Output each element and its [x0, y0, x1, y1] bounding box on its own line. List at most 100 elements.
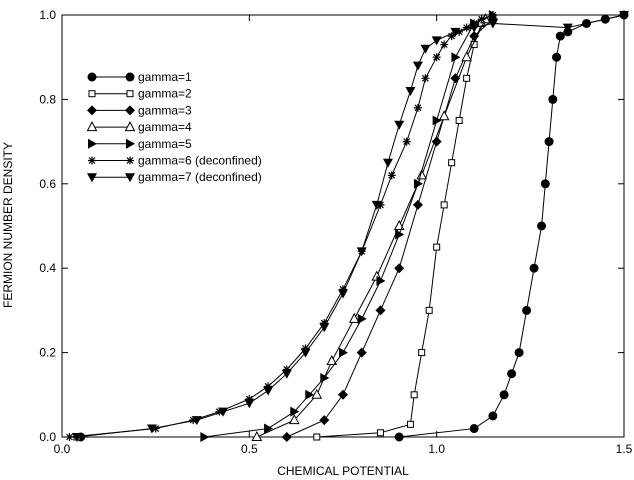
legend-entry: gamma=6 (deconfined)	[88, 154, 262, 168]
data-point	[339, 285, 347, 294]
data-point	[376, 429, 384, 437]
data-point	[151, 424, 160, 433]
data-point	[319, 415, 330, 426]
data-point	[395, 229, 405, 240]
data-point	[281, 369, 292, 379]
data-point	[339, 347, 348, 358]
data-point	[431, 36, 442, 46]
data-point	[488, 11, 497, 19]
data-point	[394, 120, 405, 130]
data-point	[146, 424, 157, 434]
y-tick-label: 0.2	[39, 346, 56, 360]
data-point	[305, 389, 315, 400]
data-point	[215, 407, 224, 416]
data-point	[189, 416, 198, 425]
legend-label: gamma=1	[138, 70, 192, 84]
data-point	[477, 15, 486, 24]
x-axis-label: CHEMICAL POTENTIAL	[277, 464, 409, 478]
legend-marker	[87, 173, 97, 183]
legend-marker	[86, 121, 98, 132]
data-point	[421, 74, 430, 83]
data-point	[488, 411, 498, 421]
data-point	[300, 348, 311, 358]
data-point	[65, 433, 74, 441]
data-point	[394, 263, 405, 274]
y-axis-label: FERMION NUMBER DENSITY	[1, 142, 15, 308]
data-point	[487, 19, 498, 29]
data-point	[311, 388, 323, 399]
legend-marker	[87, 105, 97, 116]
data-point	[405, 86, 416, 96]
data-point	[552, 52, 562, 62]
data-point	[455, 27, 464, 36]
data-point	[548, 94, 558, 104]
data-point	[537, 221, 547, 231]
legend-entry: gamma=1	[87, 70, 192, 84]
data-point	[320, 372, 330, 383]
data-point	[406, 420, 414, 428]
y-tick-label: 1.0	[39, 8, 56, 22]
legend-marker	[126, 90, 134, 98]
data-point	[264, 423, 274, 434]
data-point	[544, 137, 554, 147]
data-point	[431, 136, 442, 147]
data-point	[529, 263, 539, 273]
y-tick-label: 0.0	[39, 430, 56, 444]
data-point	[514, 348, 524, 358]
axis-ticks: 0.0 0.5 1.0 1.5 0.0 0.2 0.4 0.6 0.8 1.0	[39, 8, 632, 456]
data-point	[281, 432, 292, 442]
data-point	[522, 305, 532, 315]
series-line	[286, 18, 494, 438]
legend-entry: gamma=7 (deconfined)	[87, 170, 262, 184]
y-tick-label: 0.6	[39, 177, 56, 191]
data-point	[440, 201, 448, 209]
data-point	[413, 178, 423, 189]
data-point	[412, 199, 423, 210]
legend-label: gamma=6 (deconfined)	[138, 154, 262, 168]
legend-marker	[87, 72, 97, 82]
data-point	[376, 275, 386, 286]
y-tick-label: 0.4	[39, 261, 56, 275]
data-point	[461, 51, 472, 62]
data-point	[619, 11, 629, 20]
data-point	[251, 430, 263, 441]
data-point	[356, 347, 367, 358]
data-point	[447, 32, 456, 41]
data-point	[412, 61, 423, 71]
data-point	[375, 305, 386, 316]
series-5	[200, 10, 498, 442]
legend-label: gamma=7 (deconfined)	[138, 170, 262, 184]
data-point	[455, 117, 463, 124]
data-point	[357, 313, 367, 324]
data-point	[313, 433, 321, 441]
data-point	[433, 243, 441, 251]
data-point	[71, 433, 82, 442]
data-point	[425, 306, 433, 314]
series-line	[204, 14, 494, 438]
data-point	[191, 416, 202, 426]
legend: gamma=1 gamma=2 gamma=3 gamma=4 gamma=5 gamma…	[86, 70, 262, 184]
legend-entry: gamma=2	[88, 87, 192, 101]
data-point	[470, 19, 479, 28]
data-point	[410, 391, 418, 399]
data-point	[301, 344, 310, 353]
data-point	[562, 23, 573, 33]
data-point	[356, 247, 367, 257]
series-7	[71, 11, 629, 442]
data-point	[338, 389, 348, 400]
legend-marker	[88, 138, 97, 149]
data-point	[450, 27, 461, 37]
data-point	[200, 432, 210, 442]
data-point	[462, 23, 471, 32]
data-point	[218, 407, 229, 417]
data-point	[382, 158, 393, 168]
legend-label: gamma=5	[138, 137, 192, 151]
data-point	[469, 23, 480, 33]
legend-entry: gamma=4	[86, 120, 192, 134]
legend-label: gamma=4	[138, 120, 192, 134]
data-point	[540, 179, 550, 189]
y-tick-label: 0.8	[39, 92, 56, 106]
legend-marker	[125, 173, 135, 183]
data-point	[371, 200, 382, 210]
data-point	[438, 110, 450, 121]
